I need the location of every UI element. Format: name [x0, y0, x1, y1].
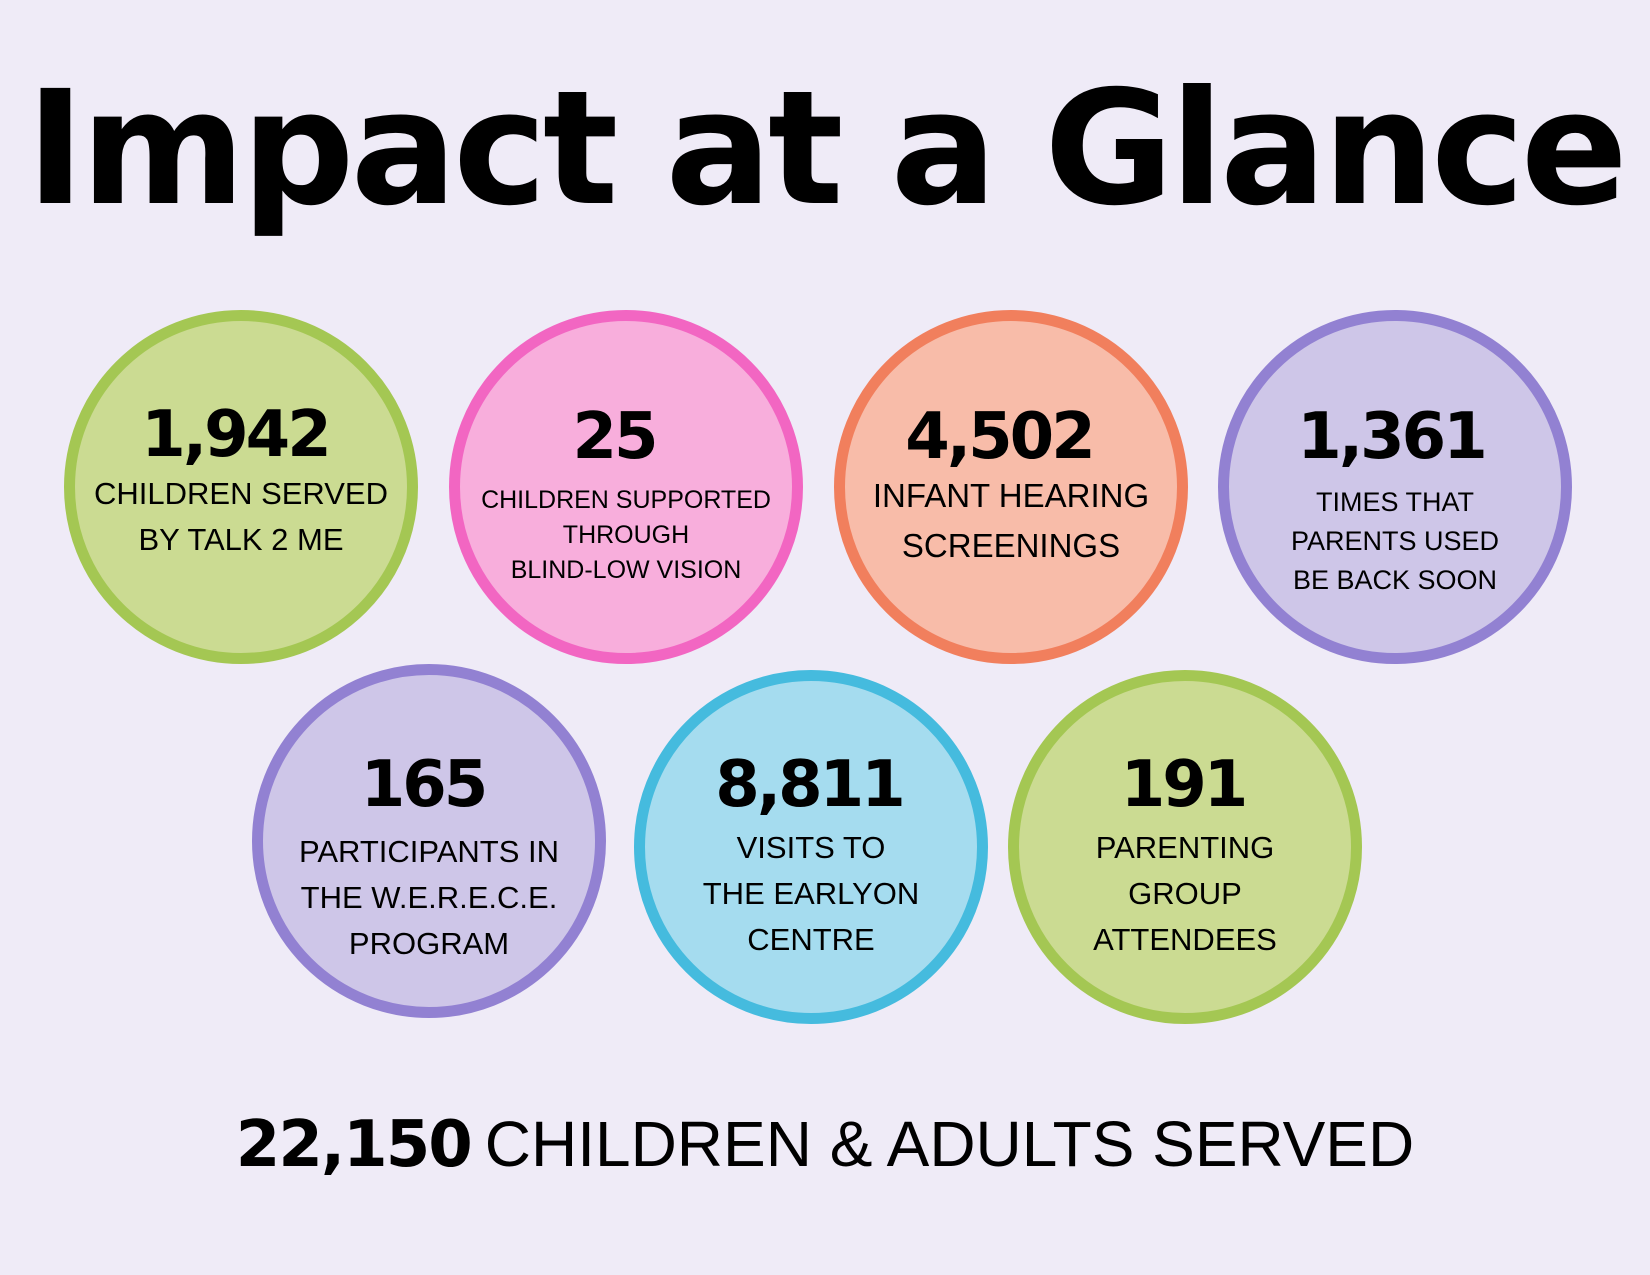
stat-label: TIMES THAT PARENTS USED BE BACK SOON	[1290, 487, 1500, 595]
stat-label: CHILDREN SERVED BY TALK 2 ME	[93, 476, 388, 557]
stat-infant-hearing-screenings: 4,502 INFANT HEARING SCREENINGS	[834, 310, 1188, 664]
total-value: 22,150	[235, 1108, 473, 1182]
stat-label: PARTICIPANTS IN THE W.E.R.E.C.E. PROGRAM	[298, 834, 560, 961]
stat-label: CHILDREN SUPPORTED THROUGH BLIND-LOW VIS…	[481, 486, 771, 584]
stat-werece-program: 165 PARTICIPANTS IN THE W.E.R.E.C.E. PRO…	[252, 664, 606, 1018]
stat-value: 25	[572, 400, 658, 474]
stat-parenting-group: 191 PARENTING GROUP ATTENDEES	[1008, 670, 1362, 1024]
total-label: CHILDREN & ADULTS SERVED	[484, 1108, 1415, 1180]
stat-earlyon-visits: 8,811 VISITS TO THE EARLYON CENTRE	[634, 670, 988, 1024]
stat-label: VISITS TO THE EARLYON CENTRE	[702, 830, 920, 957]
page-title: Impact at a Glance	[26, 57, 1628, 241]
stat-value: 1,942	[141, 398, 331, 472]
stat-label: PARENTING GROUP ATTENDEES	[1093, 830, 1277, 957]
stat-value: 1,361	[1297, 400, 1487, 474]
stat-value: 8,811	[715, 748, 905, 822]
stat-be-back-soon: 1,361 TIMES THAT PARENTS USED BE BACK SO…	[1218, 310, 1572, 664]
stat-value: 191	[1120, 748, 1249, 822]
stat-blind-low-vision: 25 CHILDREN SUPPORTED THROUGH BLIND-LOW …	[449, 310, 803, 664]
stat-children-served-talk2me: 1,942 CHILDREN SERVED BY TALK 2 ME	[64, 310, 418, 664]
stat-value: 165	[360, 748, 489, 822]
stat-value: 4,502	[905, 400, 1095, 474]
stat-label: INFANT HEARING SCREENINGS	[872, 477, 1150, 564]
total-summary: 22,150 CHILDREN & ADULTS SERVED	[0, 1112, 1650, 1177]
